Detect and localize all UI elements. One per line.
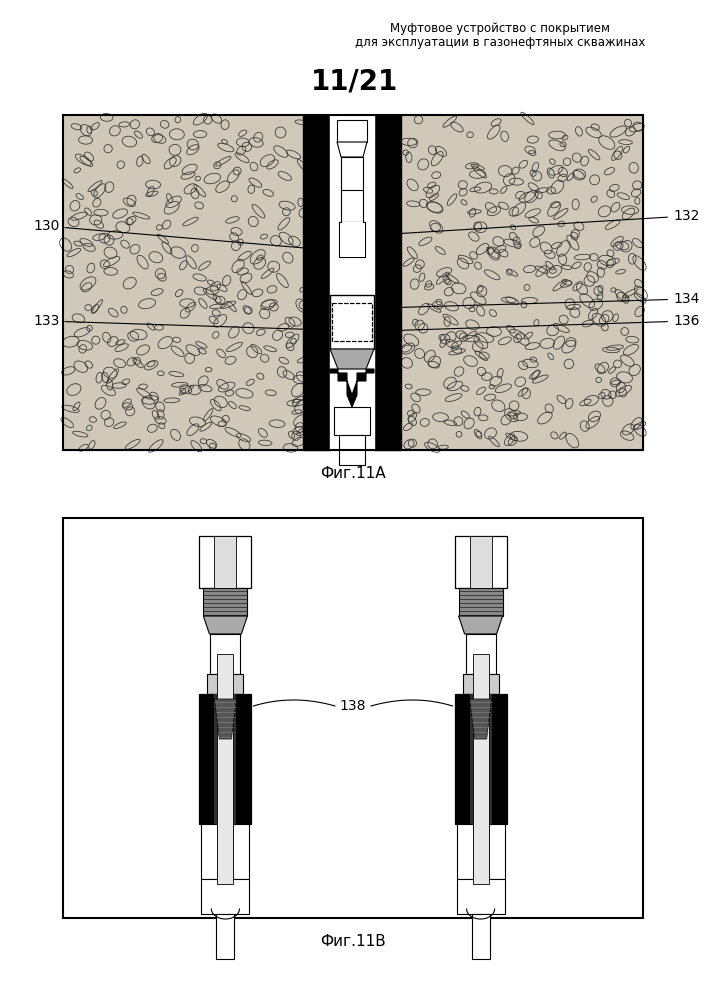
Bar [201,879,250,914]
Bar [201,824,250,879]
Bar [207,674,243,694]
Bar [217,824,233,879]
Bar [339,222,365,257]
Bar [216,914,235,959]
Bar [341,157,363,222]
Bar [472,914,490,959]
Bar [337,120,367,142]
Bar [339,222,365,257]
Polygon shape [459,616,503,634]
Bar [214,694,236,824]
Polygon shape [337,142,367,157]
Polygon shape [330,369,374,407]
Bar [199,694,252,824]
Bar [332,303,372,341]
Text: Фиг.11А: Фиг.11А [320,466,386,481]
Text: для эксплуатации в газонефтяных скважинах: для эксплуатации в газонефтяных скважина… [355,36,645,49]
Text: 136: 136 [382,314,699,331]
Bar [459,588,503,616]
Bar [332,303,372,341]
Polygon shape [469,699,491,739]
Text: Муфтовое устройство с покрытием: Муфтовое устройство с покрытием [390,22,610,35]
Text: 133: 133 [33,314,325,330]
Polygon shape [204,616,247,634]
Polygon shape [330,349,374,369]
Text: 11/21: 11/21 [310,68,397,96]
Bar [466,634,496,674]
Bar [457,824,505,879]
Bar [469,694,491,824]
Bar [334,407,370,435]
Text: 138: 138 [340,699,366,713]
Bar [339,435,365,465]
Bar [455,694,507,824]
Bar [332,303,372,341]
Bar [455,536,507,588]
Bar [303,115,330,450]
Bar [330,295,374,349]
Bar [204,588,247,616]
Bar [217,654,233,884]
Bar [211,634,240,674]
Text: 132: 132 [379,209,699,235]
Bar [330,115,374,450]
Bar [469,536,491,588]
Bar [462,674,498,694]
Bar [63,115,643,450]
Bar [457,879,505,914]
Bar [63,115,643,450]
Text: Фиг.11В: Фиг.11В [320,934,386,949]
Bar [214,536,236,588]
Bar [63,518,643,918]
Bar [472,824,489,879]
Bar [374,115,401,450]
Bar [199,536,252,588]
Text: 130: 130 [33,219,325,250]
Bar [472,654,489,884]
Polygon shape [214,699,236,739]
Text: 134: 134 [382,292,699,308]
